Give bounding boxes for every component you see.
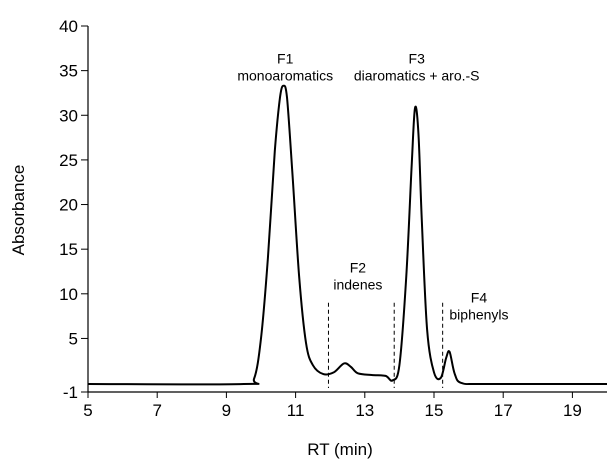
annotation-line: F4 bbox=[471, 290, 488, 306]
y-tick-label: 35 bbox=[59, 62, 78, 81]
x-tick-label: 9 bbox=[222, 401, 231, 420]
ticks: 5 7 9 11 13 15 17 19 -1 5 10 15 20 25 30 35 40 bbox=[59, 17, 582, 420]
y-tick-label: 5 bbox=[69, 329, 78, 348]
annotation-line: F1 bbox=[277, 50, 294, 66]
x-tick-label: 7 bbox=[152, 401, 161, 420]
fraction-annotation: F2 indenes bbox=[333, 259, 382, 292]
annotation-line: monoaromatics bbox=[237, 67, 333, 83]
annotation-line: F3 bbox=[409, 50, 426, 66]
x-tick-label: 13 bbox=[355, 401, 374, 420]
x-tick-label: 11 bbox=[287, 401, 305, 420]
axes bbox=[87, 26, 607, 393]
annotation-line: diaromatics + aro.-S bbox=[354, 67, 480, 83]
x-tick-label: 19 bbox=[563, 401, 582, 420]
x-tick-label: 5 bbox=[83, 401, 92, 420]
fraction-annotation: F3 diaromatics + aro.-S bbox=[354, 50, 480, 83]
y-tick-label: 30 bbox=[59, 106, 78, 125]
fraction-annotation: F1 monoaromatics bbox=[237, 50, 333, 83]
x-tick-label: 17 bbox=[494, 401, 513, 420]
annotations: F1 monoaromatics F2 indenes F3 diaromatics + … bbox=[237, 50, 508, 322]
y-tick-label: 15 bbox=[59, 240, 78, 259]
x-axis-title: RT (min) bbox=[307, 440, 373, 459]
y-tick-label: -1 bbox=[63, 383, 78, 402]
series-layer bbox=[87, 84, 607, 386]
y-axis-title: Absorbance bbox=[9, 165, 28, 256]
annotation-line: F2 bbox=[350, 259, 367, 275]
y-tick-label: 10 bbox=[59, 285, 78, 304]
y-tick-label: 40 bbox=[59, 17, 78, 36]
annotation-line: biphenyls bbox=[449, 307, 508, 323]
absorbance-trace bbox=[87, 84, 607, 386]
fraction-annotation: F4 biphenyls bbox=[449, 290, 508, 323]
x-tick-label: 15 bbox=[425, 401, 444, 420]
y-tick-label: 25 bbox=[59, 151, 78, 170]
y-tick-label: 20 bbox=[59, 196, 78, 215]
annotation-line: indenes bbox=[333, 276, 382, 292]
